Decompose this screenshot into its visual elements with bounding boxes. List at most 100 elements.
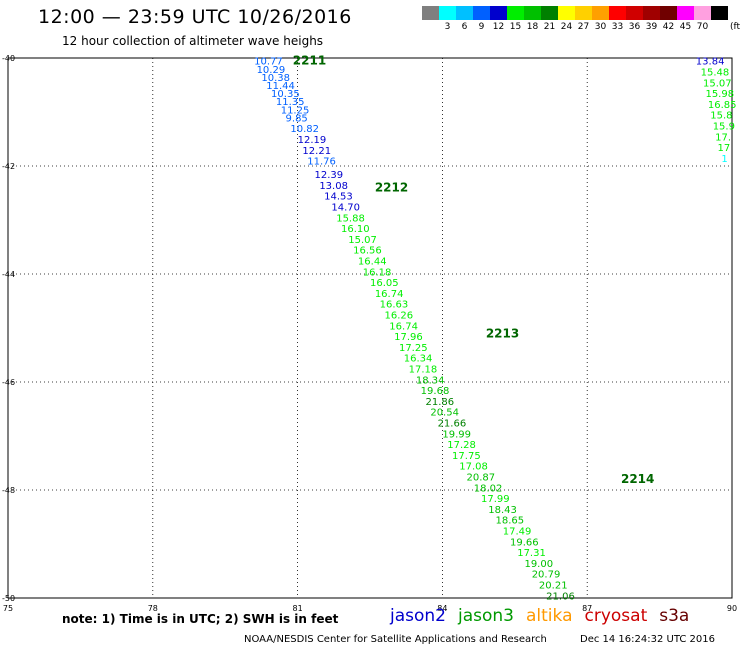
color-scale-label: 70 [696, 22, 709, 32]
wave-height-point: 9.85 [286, 113, 308, 124]
y-tick-label: -50 [2, 594, 15, 603]
satellite-legend: jason2 jason3 altika cryosat s3a [390, 606, 701, 626]
wave-height-point: 17.75 [452, 451, 481, 462]
wave-height-point: 16.74 [389, 321, 418, 332]
wave-height-point: 17.18 [409, 365, 438, 376]
color-scale-label: 36 [628, 22, 641, 32]
wave-height-point: 16.56 [353, 246, 382, 257]
color-scale-label: 3 [444, 22, 451, 32]
wave-height-point: 19.66 [510, 537, 539, 548]
color-scale-swatch [609, 6, 626, 20]
color-scale-swatch [575, 6, 592, 20]
wave-height-point: 11.35 [276, 97, 305, 108]
x-tick-label: 81 [293, 604, 303, 613]
wave-height-point: 15.48 [701, 68, 730, 79]
color-scale-swatch [677, 6, 694, 20]
wave-height-point: 15.98 [705, 89, 734, 100]
chart-subtitle: 12 hour collection of altimeter wave hei… [62, 34, 324, 48]
wave-height-point: 15.07 [348, 235, 377, 246]
y-tick-label: -44 [2, 270, 15, 279]
wave-height-point: 15.8 [710, 111, 732, 122]
color-scale-label: 9 [478, 22, 485, 32]
wave-height-point: 10.77 [254, 57, 283, 68]
color-scale-label: 15 [509, 22, 522, 32]
color-scale-swatch [711, 6, 728, 20]
satellite-legend-entry: altika [526, 606, 573, 626]
color-scale-label: 39 [645, 22, 658, 32]
wave-height-point: 11.25 [281, 105, 310, 116]
y-tick-label: -40 [2, 54, 15, 63]
wave-height-point: 18.02 [474, 483, 503, 494]
satellite-legend-entry: cryosat [584, 606, 648, 626]
color-scale-swatch [439, 6, 456, 20]
wave-height-point: 1 [721, 154, 727, 165]
wave-height-point: 16.85 [708, 100, 737, 111]
wave-height-point: 17. [715, 132, 731, 143]
chart-title: 12:00 — 23:59 UTC 10/26/2016 [38, 6, 352, 28]
wave-height-point: 16.05 [370, 278, 399, 289]
wave-height-point: 20.87 [467, 473, 496, 484]
wave-height-point: 17.25 [399, 343, 428, 354]
color-scale-swatch [541, 6, 558, 20]
wave-height-point: 19.68 [421, 386, 450, 397]
pass-number-label: 2214 [621, 472, 654, 486]
satellite-legend-entry: jason2 [390, 606, 446, 626]
pass-number-label: 2213 [486, 326, 519, 340]
satellite-legend-entry: s3a [659, 606, 690, 626]
wave-height-point: 16.63 [380, 300, 409, 311]
x-tick-label: 84 [437, 604, 447, 613]
generated-timestamp: Dec 14 16:24:32 UTC 2016 [580, 634, 715, 645]
wave-height-point: 19.00 [524, 559, 553, 570]
color-scale-swatch [456, 6, 473, 20]
wave-height-point: 20.54 [430, 408, 459, 419]
wave-height-point: 14.70 [331, 203, 360, 214]
color-scale-swatch [490, 6, 507, 20]
color-scale-swatch [422, 6, 439, 20]
wave-height-point: 12.19 [298, 135, 327, 146]
color-scale-swatch [694, 6, 711, 20]
color-scale-label: 33 [611, 22, 624, 32]
color-scale-swatch [524, 6, 541, 20]
wave-height-point: 20.79 [532, 570, 561, 581]
wave-height-point: 21.86 [426, 397, 455, 408]
x-tick-label: 75 [3, 604, 13, 613]
color-scale-label: 21 [543, 22, 556, 32]
color-scale-swatch [643, 6, 660, 20]
footer-note: note: 1) Time is in UTC; 2) SWH is in fe… [62, 612, 339, 626]
color-scale-label: 45 [679, 22, 692, 32]
x-tick-label: 78 [148, 604, 158, 613]
wave-height-point: 11.76 [307, 157, 336, 168]
color-scale-label: 30 [594, 22, 607, 32]
color-scale-swatch [626, 6, 643, 20]
wave-height-point: 16.34 [404, 354, 433, 365]
wave-height-point: 17.96 [394, 332, 423, 343]
wave-height-point: 18.34 [416, 375, 445, 386]
color-scale-swatch [592, 6, 609, 20]
wave-height-point: 11.44 [266, 81, 295, 92]
x-tick-label: 90 [727, 604, 737, 613]
wave-height-point: 18.43 [488, 505, 517, 516]
wave-height-point: 16.44 [358, 257, 387, 268]
satellite-legend-entry: jason3 [458, 606, 514, 626]
wave-height-point: 13.84 [696, 57, 725, 68]
color-scale-swatch [507, 6, 524, 20]
wave-height-point: 17.99 [481, 494, 510, 505]
wave-height-point: 21.66 [438, 419, 467, 430]
color-scale-unit: (ft) [730, 22, 740, 32]
wave-height-point: 21.06 [546, 591, 575, 602]
wave-height-point: 15.9 [713, 122, 735, 133]
wave-height-point: 10.38 [261, 73, 290, 84]
plot-frame [7, 57, 733, 599]
wave-height-point: 16.10 [341, 224, 370, 235]
color-scale-label: 42 [662, 22, 675, 32]
y-tick-label: -46 [2, 378, 15, 387]
color-scale-label: 24 [560, 22, 573, 32]
x-tick-label: 87 [582, 604, 592, 613]
color-scale-swatch [473, 6, 490, 20]
wave-height-point: 17.31 [517, 548, 546, 559]
credit-text: NOAA/NESDIS Center for Satellite Applica… [244, 634, 547, 645]
wave-height-point: 15.88 [336, 213, 365, 224]
wave-height-point: 10.35 [271, 89, 300, 100]
color-scale-label: 6 [461, 22, 468, 32]
